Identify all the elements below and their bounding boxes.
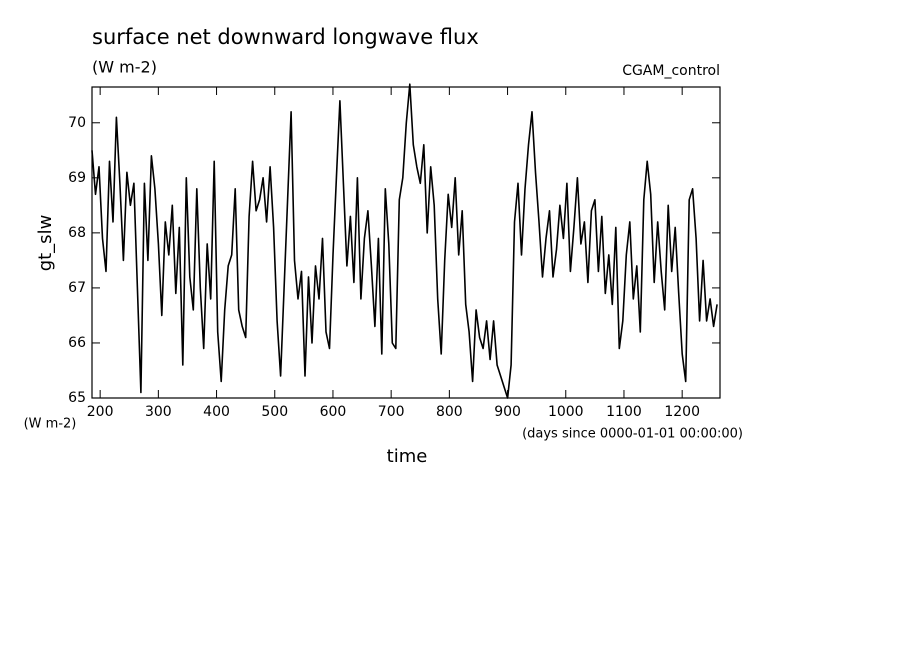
- x-axis-label: time: [387, 446, 428, 467]
- x-tick-label: 500: [261, 404, 288, 420]
- y-tick-label: 65: [68, 390, 86, 406]
- y-tick-label: 68: [68, 225, 86, 241]
- data-line: [91, 83, 718, 399]
- y-axis-label: gt_slw: [35, 215, 56, 272]
- dataset-label: CGAM_control: [622, 63, 720, 79]
- x-tick-label: 700: [378, 404, 405, 420]
- y-units: (W m-2): [24, 417, 77, 432]
- y-tick-label: 70: [68, 115, 86, 131]
- chart-subtitle: (W m-2): [92, 58, 157, 77]
- x-tick-label: 600: [320, 404, 347, 420]
- y-tick-label: 67: [68, 280, 86, 296]
- x-tick-label: 800: [436, 404, 463, 420]
- y-tick-label: 69: [68, 170, 86, 186]
- x-tick-label: 1200: [664, 404, 700, 420]
- x-tick-label: 300: [145, 404, 172, 420]
- x-tick-label: 1100: [606, 404, 642, 420]
- y-tick-label: 66: [68, 335, 86, 351]
- x-units: (days since 0000-01-01 00:00:00): [522, 427, 743, 442]
- chart-title: surface net downward longwave flux: [92, 25, 479, 49]
- x-tick-label: 1000: [548, 404, 584, 420]
- x-tick-label: 400: [203, 404, 230, 420]
- x-tick-label: 900: [494, 404, 521, 420]
- plot-frame: [91, 86, 721, 399]
- x-tick-label: 200: [87, 404, 114, 420]
